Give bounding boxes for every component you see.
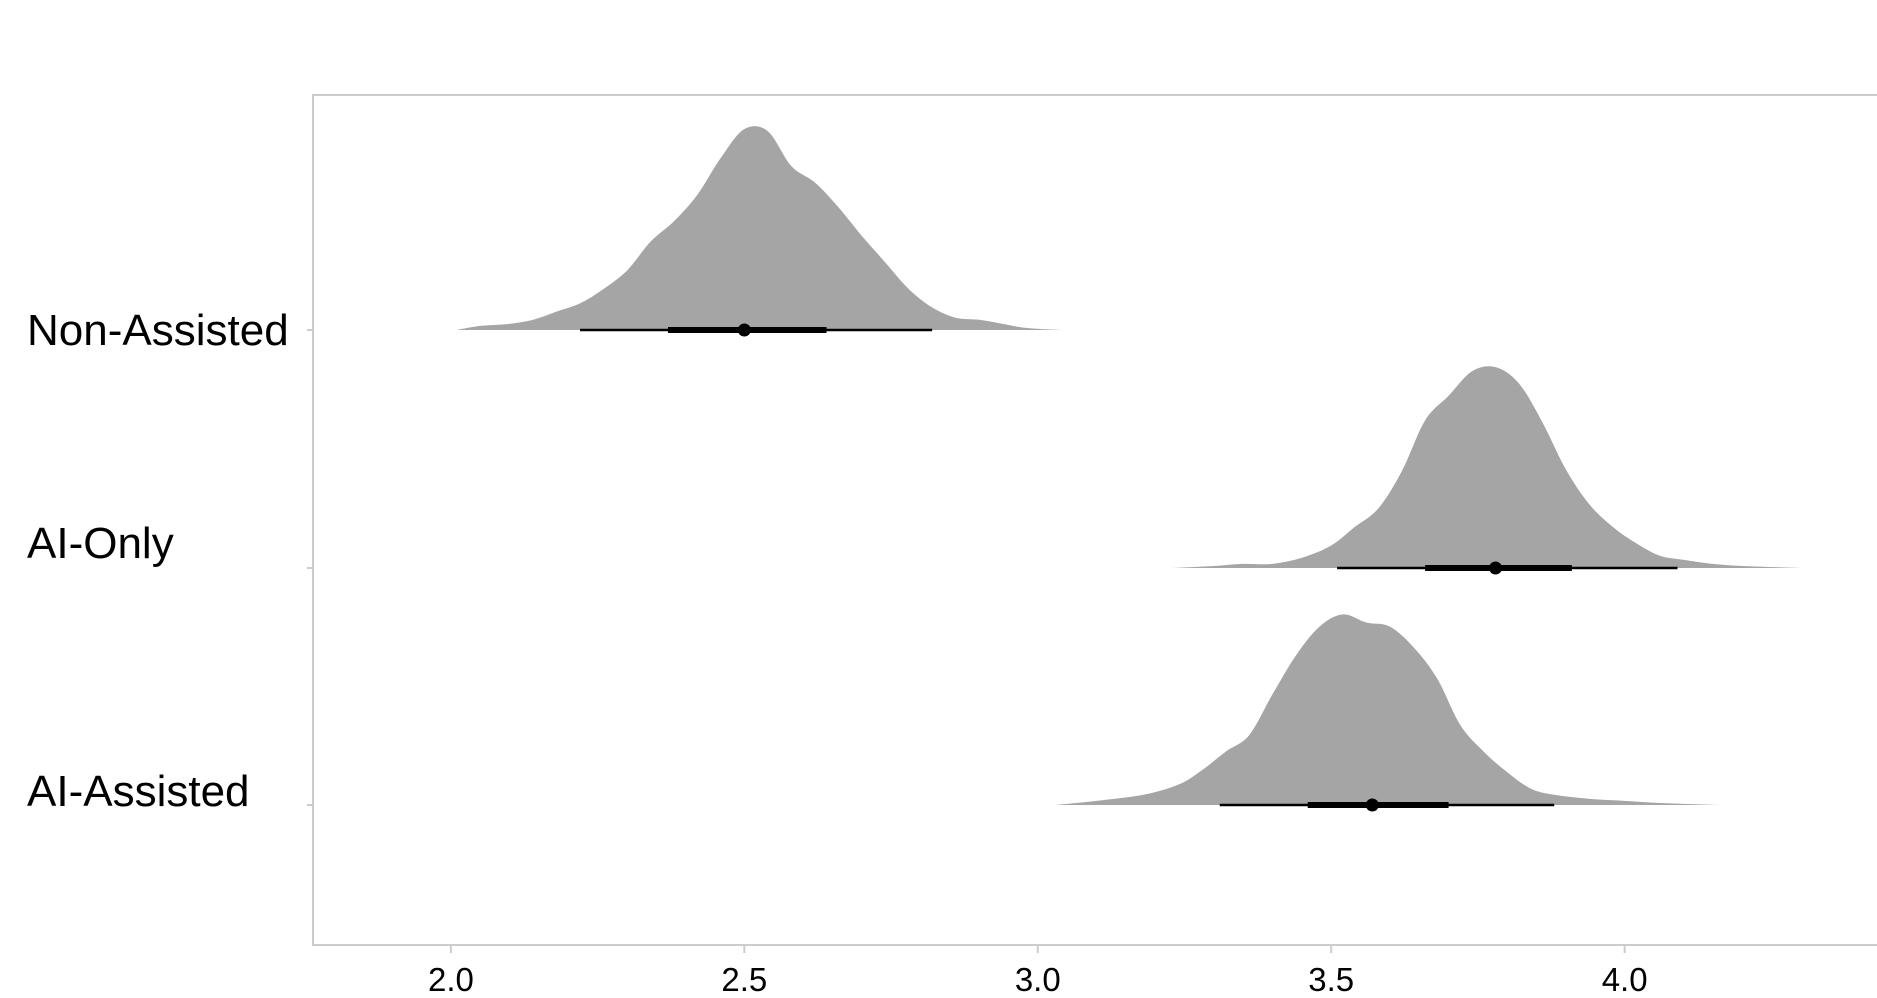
category-label: AI-Only	[27, 519, 174, 568]
x-tick-label: 3.0	[1015, 961, 1061, 998]
density-area	[1172, 366, 1801, 568]
point-estimate	[737, 323, 751, 337]
x-tick-label: 4.0	[1602, 961, 1648, 998]
x-tick-label: 2.5	[721, 961, 767, 998]
point-estimate	[1365, 798, 1379, 812]
category-label: Non-Assisted	[27, 306, 289, 355]
point-estimate	[1489, 561, 1503, 575]
density-area	[456, 126, 1062, 330]
plot-frame	[312, 94, 1877, 946]
x-tick-label: 2.0	[428, 961, 474, 998]
density-area	[1055, 614, 1719, 805]
x-tick-label: 3.5	[1308, 961, 1354, 998]
category-label: AI-Assisted	[27, 767, 250, 816]
